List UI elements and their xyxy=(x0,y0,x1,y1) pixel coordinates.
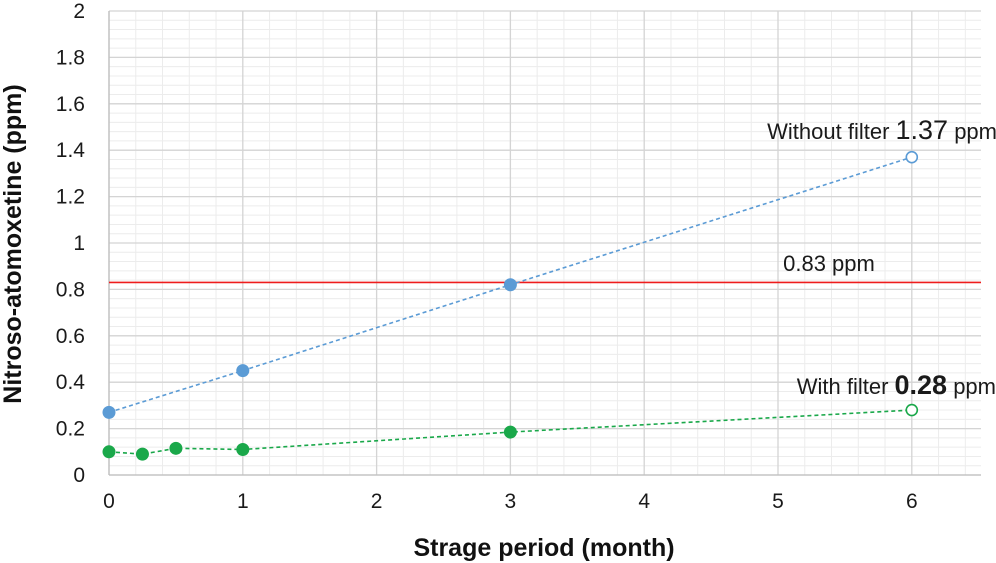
series-0-line xyxy=(108,156,913,414)
x-tick-label: 2 xyxy=(371,490,383,513)
y-tick-label: 0.6 xyxy=(56,325,85,348)
annotation-with-filter-prefix: With filter xyxy=(797,374,895,399)
annotation-with-filter-suffix: ppm xyxy=(947,374,996,399)
y-tick-label: 1 xyxy=(73,232,85,255)
series-0-point xyxy=(102,405,116,419)
series-0-point xyxy=(503,278,517,292)
annotation-without-filter: Without filter 1.37 ppm xyxy=(767,115,996,145)
series-1-point xyxy=(905,403,919,417)
series-0-point xyxy=(905,150,919,164)
y-tick-label: 0.8 xyxy=(56,278,85,301)
y-tick-label: 1.6 xyxy=(56,93,85,116)
major-gridlines xyxy=(108,10,981,476)
series-1-point xyxy=(503,425,517,439)
series-group xyxy=(102,150,919,461)
y-tick-label: 1.2 xyxy=(56,186,85,209)
series-1-point xyxy=(169,441,183,455)
y-tick-label: 1.4 xyxy=(56,139,86,162)
series-1-point xyxy=(102,445,116,459)
reference-line-label: 0.83 ppm xyxy=(783,251,875,276)
x-axis-title: Strage period (month) xyxy=(413,534,674,562)
x-tick-label: 4 xyxy=(638,490,650,513)
series-1-point xyxy=(236,442,250,456)
y-tick-label: 0 xyxy=(73,464,85,487)
x-tick-label: 5 xyxy=(772,490,784,513)
tick-labels: 0 0.2 0.4 0.6 0.8 1 1.2 1.4 1.6 1.8 2 0 1 2 3 4 5 6 xyxy=(56,0,918,513)
x-tick-label: 6 xyxy=(906,490,918,513)
y-tick-label: 0.2 xyxy=(56,418,85,441)
series-0-point xyxy=(236,364,250,378)
series-1-line xyxy=(108,409,912,455)
annotation-with-filter: With filter 0.28 ppm xyxy=(797,370,996,400)
y-tick-label: 2 xyxy=(73,0,85,23)
annotation-with-filter-value: 0.28 xyxy=(895,370,948,400)
series-1-point xyxy=(135,447,149,461)
x-tick-label: 3 xyxy=(505,490,517,513)
y-axis-title: Nitroso-atomoxetine (ppm) xyxy=(0,84,27,403)
x-tick-label: 1 xyxy=(237,490,249,513)
annotation-without-filter-suffix: ppm xyxy=(948,119,996,144)
y-tick-label: 1.8 xyxy=(56,46,85,69)
x-tick-label: 0 xyxy=(103,490,115,513)
annotation-without-filter-prefix: Without filter xyxy=(767,119,895,144)
y-tick-label: 0.4 xyxy=(56,371,86,394)
axes xyxy=(108,11,981,476)
annotation-without-filter-value: 1.37 xyxy=(896,115,949,145)
